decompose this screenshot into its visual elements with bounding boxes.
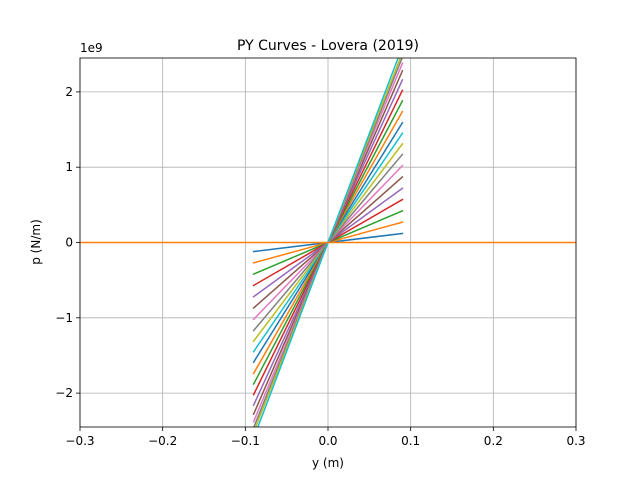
y-axis-label: p (N/m) (29, 219, 43, 265)
x-tick-label: 0.2 (484, 434, 503, 448)
y-tick-label: 1 (65, 160, 73, 174)
ticks: −0.3 −0.2 −0.1 0.0 0.1 0.2 0.3 −2 −1 0 1 2 (55, 85, 585, 448)
series-lines (80, 58, 576, 427)
x-tick-label: 0.3 (566, 434, 585, 448)
chart-title: PY Curves - Lovera (2019) (237, 38, 419, 54)
x-axis-label: y (m) (312, 456, 344, 470)
x-tick-label: 0.1 (401, 434, 420, 448)
y-offset-text: 1e9 (80, 41, 103, 55)
y-tick-label: 0 (65, 236, 73, 250)
x-tick-label: −0.3 (65, 434, 94, 448)
y-tick-label: 2 (65, 85, 73, 99)
x-tick-label: −0.2 (148, 434, 177, 448)
x-tick-label: −0.1 (231, 434, 260, 448)
y-tick-label: −1 (55, 311, 73, 325)
x-tick-label: 0.0 (318, 434, 337, 448)
y-tick-label: −2 (55, 386, 73, 400)
